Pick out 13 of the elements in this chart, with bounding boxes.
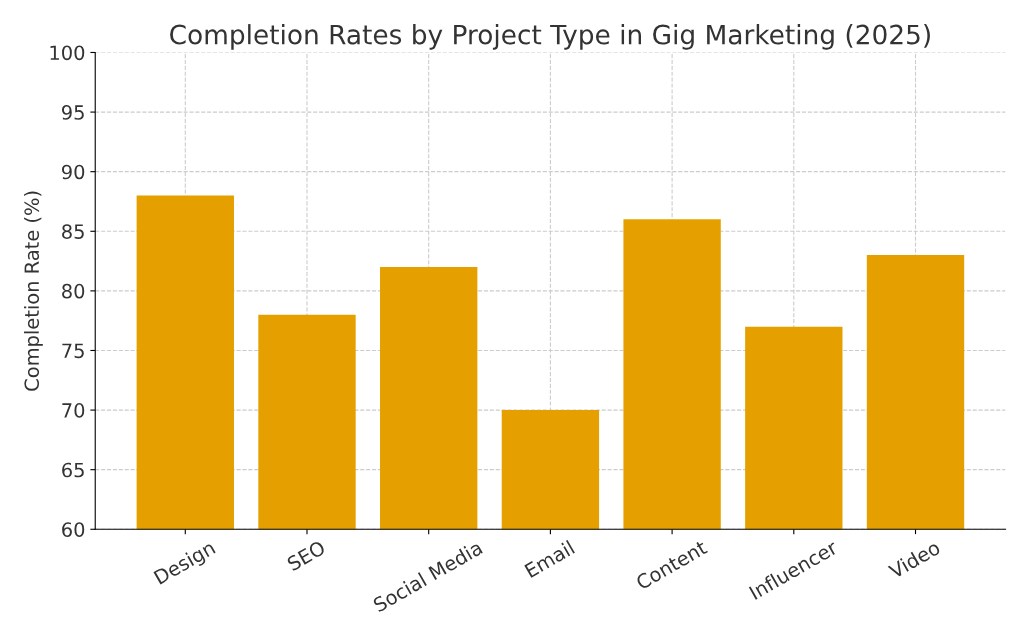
y-tick-label: 70 [62,403,85,418]
y-tick-label: 85 [62,224,84,239]
x-tick-label: Video [887,539,941,580]
y-tick-label: 65 [62,462,84,478]
chart-title: Completion Rates by Project Type in Gig Marketing (2025) [170,24,930,50]
y-tick-label: 100 [50,45,85,61]
y-tick-label: 95 [61,105,84,120]
y-axis-title: Completion Rate (%) [24,191,43,391]
y-tick-label: 60 [62,522,85,537]
y-tick-label: 90 [61,164,85,180]
y-tick-label: 80 [62,283,85,299]
y-tick-label: 75 [62,343,84,359]
x-tick-label: SEO [286,539,327,572]
